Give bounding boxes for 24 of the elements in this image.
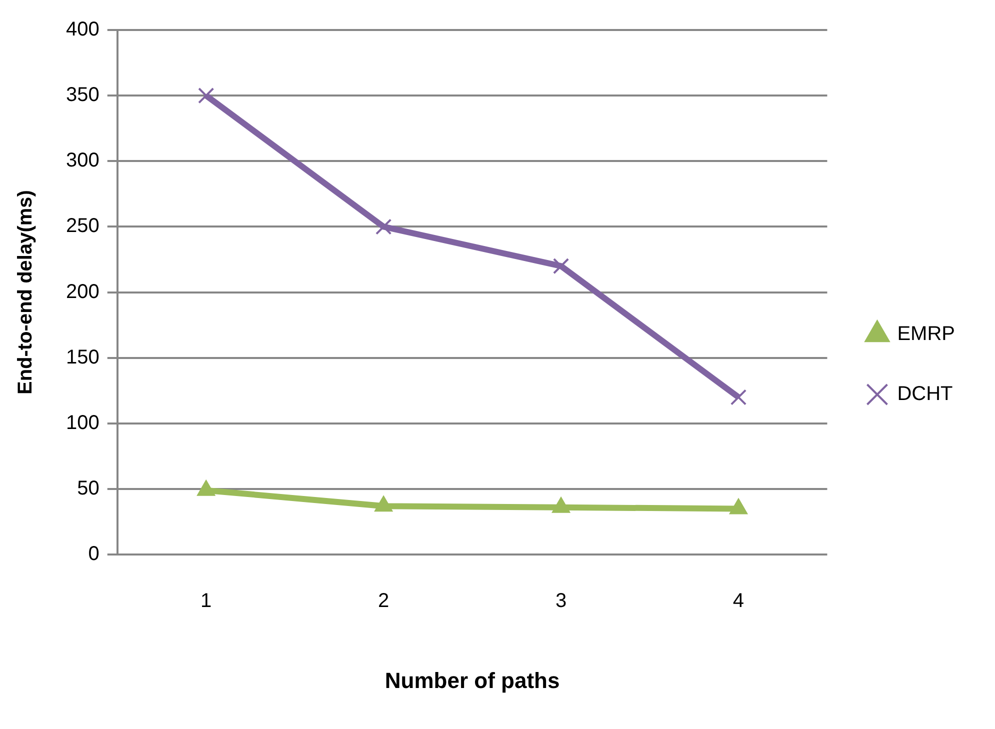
y-tick-label: 300: [66, 150, 100, 172]
y-axis-title: End-to-end delay(ms): [14, 190, 37, 395]
y-tick-label: 150: [66, 346, 100, 368]
point: [552, 496, 570, 513]
y-tick-label: 400: [66, 18, 100, 41]
y-tick-label: 50: [77, 478, 100, 500]
point: [375, 218, 392, 235]
y-tick-label: 100: [66, 412, 100, 434]
point: [374, 496, 393, 512]
x-tick-label: 1: [200, 590, 212, 612]
point: [552, 258, 570, 274]
x-axis-title: Number of paths: [384, 668, 560, 693]
x-tick-label: 2: [378, 590, 390, 612]
legend-label: DCHT: [897, 383, 953, 406]
y-tick-label: 0: [88, 543, 100, 566]
y-tick-label: 250: [66, 215, 100, 238]
point: [198, 88, 214, 104]
point: [196, 480, 216, 496]
legend-label: EMRP: [897, 323, 956, 346]
x-tick-label: 4: [732, 590, 744, 612]
x-tick-label: 3: [555, 590, 567, 612]
y-tick-label: 200: [66, 280, 100, 303]
point: [729, 498, 748, 514]
y-tick-label: 350: [66, 84, 100, 106]
